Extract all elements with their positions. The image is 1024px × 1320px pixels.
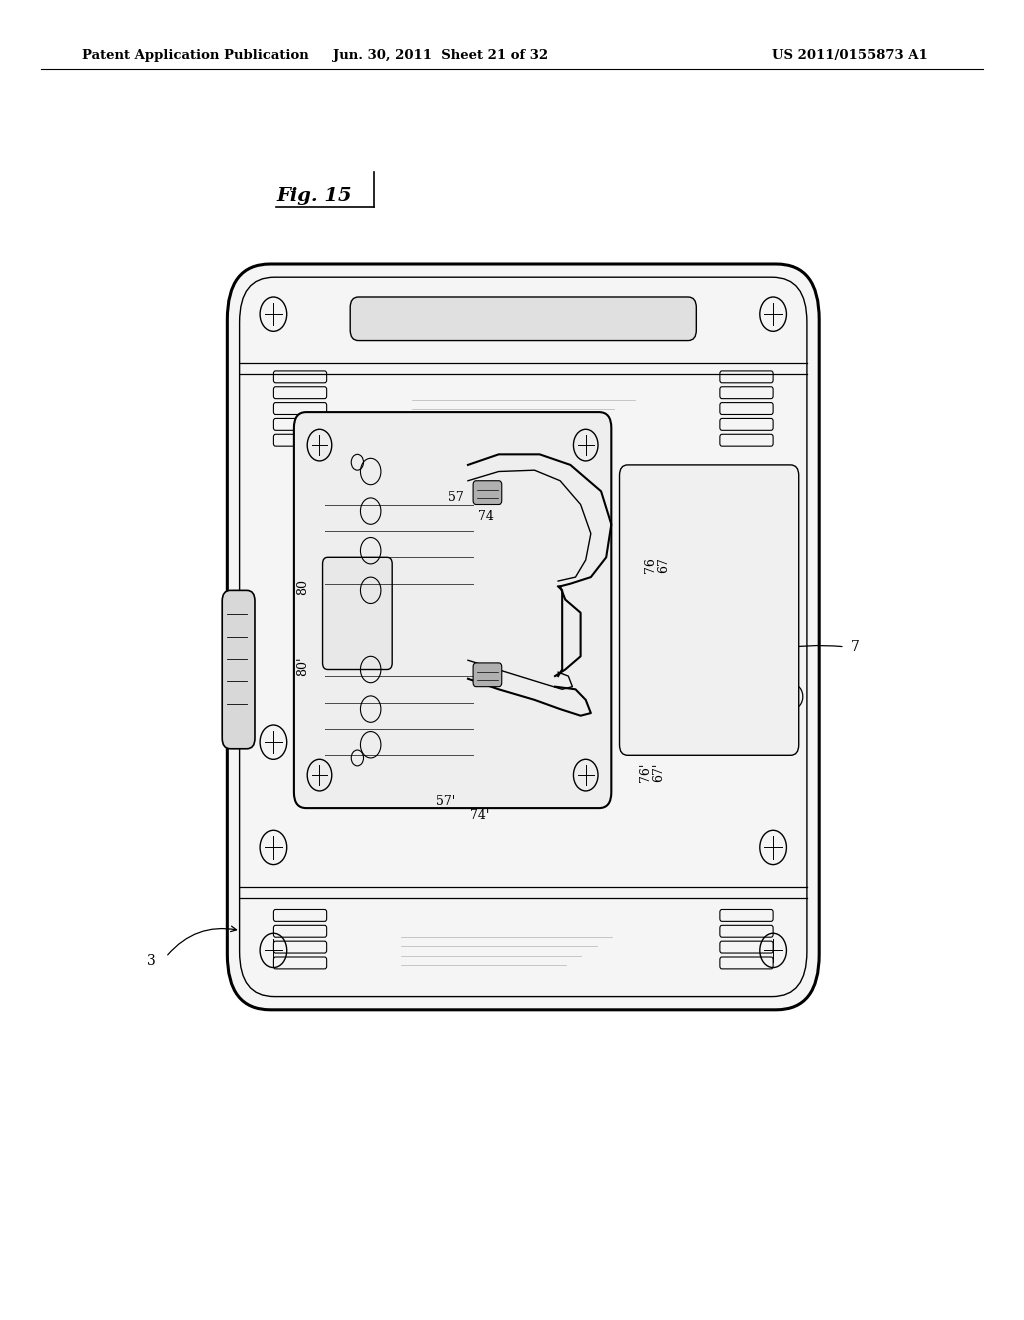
FancyBboxPatch shape bbox=[323, 557, 392, 669]
FancyBboxPatch shape bbox=[473, 663, 502, 686]
FancyBboxPatch shape bbox=[620, 465, 799, 755]
FancyBboxPatch shape bbox=[222, 590, 255, 748]
Text: 57': 57' bbox=[436, 795, 455, 808]
Text: Patent Application Publication: Patent Application Publication bbox=[82, 49, 308, 62]
FancyBboxPatch shape bbox=[227, 264, 819, 1010]
Text: Fig. 15: Fig. 15 bbox=[276, 186, 352, 205]
Text: 67: 67 bbox=[657, 557, 670, 573]
FancyBboxPatch shape bbox=[473, 480, 502, 504]
Text: 80': 80' bbox=[297, 657, 309, 676]
Text: 74': 74' bbox=[470, 809, 488, 822]
Text: 67': 67' bbox=[652, 763, 665, 781]
Text: 76': 76' bbox=[639, 763, 651, 781]
Text: 74: 74 bbox=[478, 510, 495, 523]
FancyBboxPatch shape bbox=[350, 297, 696, 341]
Text: 80: 80 bbox=[297, 579, 309, 595]
Text: Jun. 30, 2011  Sheet 21 of 32: Jun. 30, 2011 Sheet 21 of 32 bbox=[333, 49, 548, 62]
Text: 3: 3 bbox=[147, 954, 156, 968]
Text: 76: 76 bbox=[644, 557, 656, 573]
FancyBboxPatch shape bbox=[294, 412, 611, 808]
Text: US 2011/0155873 A1: US 2011/0155873 A1 bbox=[772, 49, 928, 62]
Text: 7: 7 bbox=[851, 640, 859, 653]
Text: 57: 57 bbox=[447, 491, 464, 504]
